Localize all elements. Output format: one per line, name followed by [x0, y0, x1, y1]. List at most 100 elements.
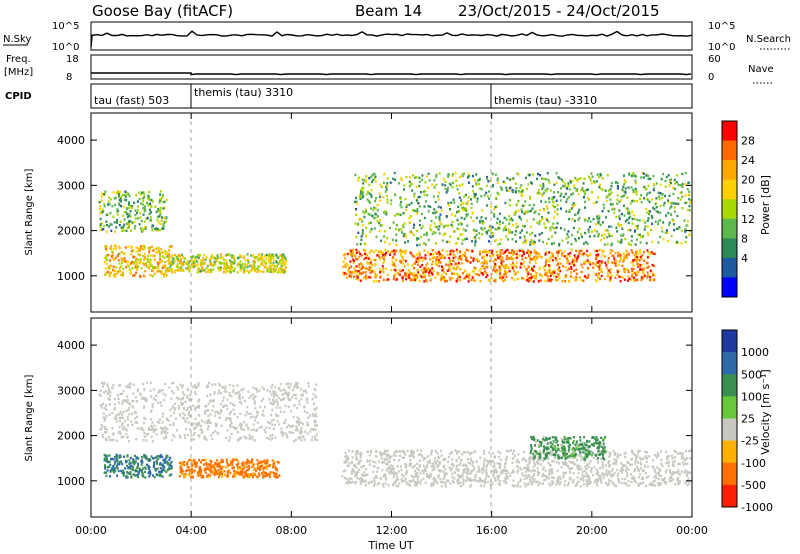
echo-cell	[374, 199, 377, 203]
echo-cell	[613, 257, 616, 260]
echo-cell	[148, 267, 151, 270]
echo-cell	[186, 396, 189, 399]
echo-cell	[495, 250, 498, 254]
echo-cell	[213, 391, 216, 394]
echo-cell	[221, 475, 224, 478]
echo-cell	[148, 198, 151, 202]
echo-cell	[613, 462, 616, 465]
echo-cell	[148, 475, 151, 478]
echo-cell	[176, 388, 179, 391]
echo-cell	[400, 228, 402, 231]
echo-cell	[349, 249, 351, 252]
echo-cell	[482, 273, 485, 276]
echo-cell	[534, 270, 536, 273]
echo-cell	[362, 224, 365, 227]
echo-cell	[209, 260, 212, 263]
echo-cell	[198, 269, 201, 272]
echo-cell	[467, 277, 470, 280]
echo-cell	[431, 273, 434, 276]
echo-cell	[263, 428, 266, 432]
echo-cell	[535, 274, 538, 278]
echo-cell	[600, 274, 603, 278]
echo-cell	[373, 271, 376, 274]
echo-cell	[434, 251, 437, 254]
echo-cell	[651, 278, 654, 282]
echo-cell	[198, 469, 201, 472]
echo-cell	[126, 476, 129, 479]
echo-cell	[359, 195, 361, 199]
echo-cell	[279, 410, 282, 413]
echo-cell	[363, 212, 366, 215]
echo-cell	[360, 238, 363, 242]
echo-cell	[499, 483, 502, 486]
echo-cell	[532, 218, 535, 221]
echo-cell	[416, 269, 419, 272]
echo-cell	[198, 466, 201, 469]
echo-cell	[220, 460, 223, 464]
echo-cell	[520, 262, 523, 265]
echo-cell	[183, 260, 186, 264]
echo-cell	[639, 241, 642, 244]
echo-cell	[475, 173, 478, 176]
echo-cell	[531, 266, 534, 269]
echo-cell	[316, 424, 319, 427]
echo-cell	[436, 258, 439, 261]
echo-cell	[495, 238, 498, 242]
echo-cell	[511, 189, 514, 192]
echo-cell	[118, 267, 121, 270]
echo-cell	[628, 216, 631, 220]
echo-cell	[558, 266, 561, 269]
echo-cell	[207, 418, 210, 422]
echo-cell	[193, 432, 196, 435]
echo-cell	[264, 474, 267, 478]
echo-cell	[105, 213, 108, 217]
echo-cell	[423, 233, 426, 236]
echo-cell	[229, 264, 232, 267]
echo-cell	[131, 221, 134, 225]
echo-cell	[586, 242, 589, 246]
echo-cell	[548, 197, 551, 200]
echo-cell	[361, 190, 364, 193]
echo-cell	[447, 224, 450, 227]
echo-cell	[349, 260, 352, 263]
echo-cell	[175, 255, 178, 259]
echo-cell	[136, 261, 139, 264]
echo-cell	[591, 230, 594, 233]
echo-cell	[307, 423, 310, 427]
echo-cell	[575, 268, 578, 271]
echo-cell	[589, 220, 592, 223]
echo-cell	[516, 249, 519, 253]
echo-cell	[212, 469, 215, 472]
echo-cell	[276, 403, 279, 407]
echo-cell	[184, 469, 187, 473]
echo-cell	[539, 208, 541, 212]
echo-cell	[545, 263, 547, 266]
echo-cell	[456, 277, 459, 281]
echo-cell	[236, 391, 239, 395]
echo-cell	[141, 229, 144, 233]
echo-cell	[630, 235, 633, 238]
echo-cell	[526, 251, 529, 254]
echo-cell	[402, 212, 405, 215]
echo-cell	[273, 265, 276, 268]
echo-cell	[100, 199, 103, 202]
echo-cell	[193, 462, 196, 465]
echo-cell	[393, 268, 396, 272]
echo-cell	[504, 272, 507, 275]
echo-cell	[449, 259, 451, 262]
echo-cell	[153, 247, 156, 251]
echo-cell	[441, 274, 443, 277]
echo-cell	[623, 270, 626, 273]
echo-cell	[288, 391, 290, 395]
echo-cell	[480, 219, 483, 222]
echo-cell	[447, 204, 450, 207]
echo-cell	[356, 202, 358, 205]
echo-cell	[524, 256, 527, 260]
echo-cell	[207, 414, 210, 418]
echo-cell	[310, 427, 313, 430]
echo-cell	[554, 278, 557, 282]
echo-cell	[287, 396, 290, 399]
echo-cell	[186, 407, 189, 410]
echo-cell	[248, 434, 251, 437]
echo-cell	[152, 457, 155, 460]
